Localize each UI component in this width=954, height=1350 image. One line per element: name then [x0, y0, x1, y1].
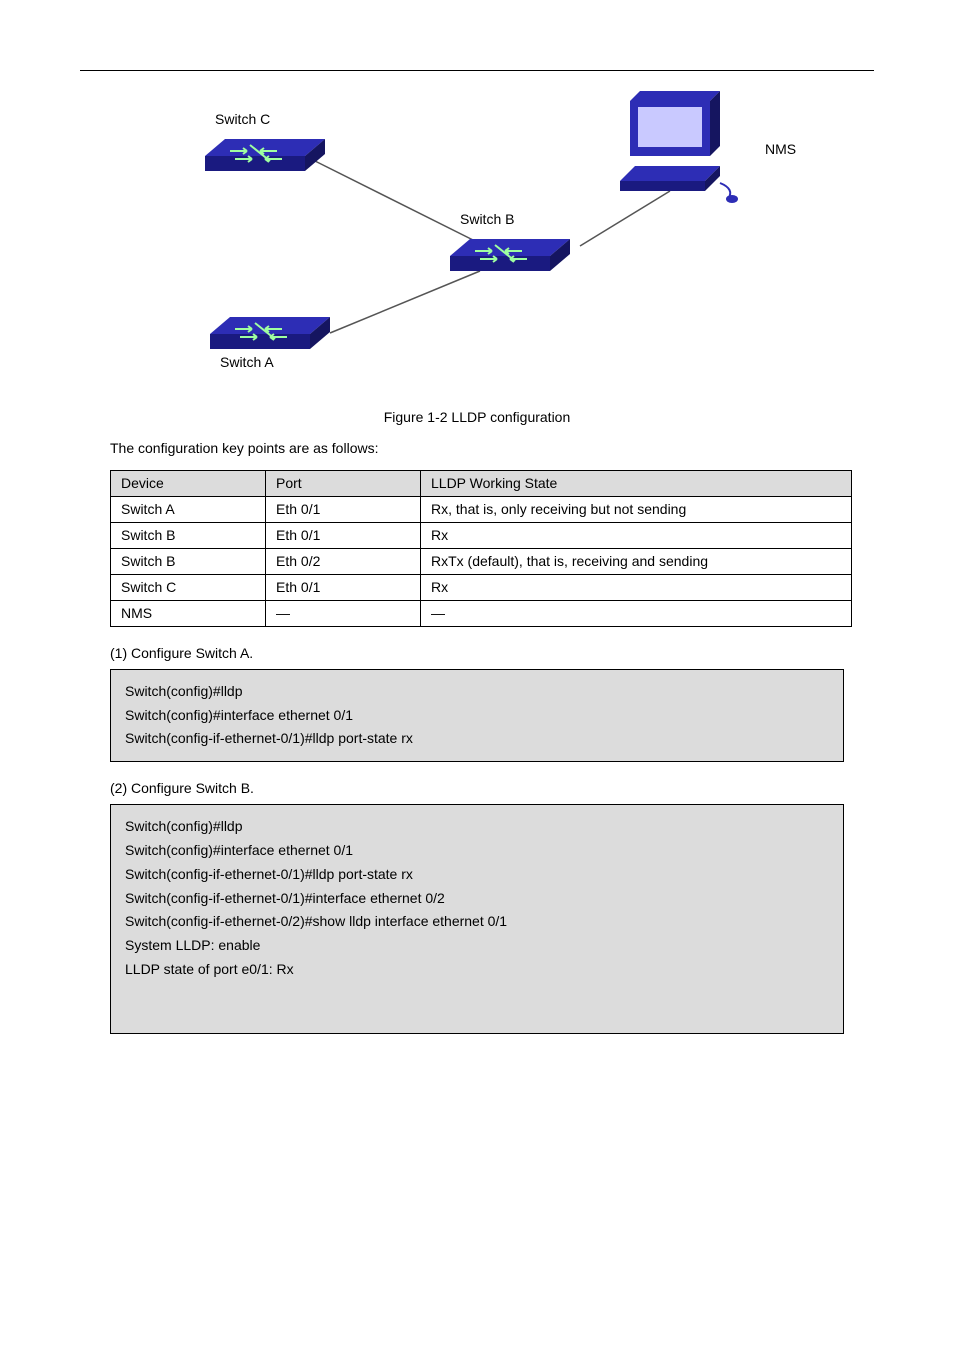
edge-b-nms [580, 191, 670, 246]
table-row: Switch B Eth 0/1 Rx [111, 522, 852, 548]
switch-c-icon [205, 139, 325, 171]
code-line: System LLDP: enable [125, 934, 829, 958]
edge-c-b [315, 161, 495, 251]
config-table: Device Port LLDP Working State Switch A … [110, 470, 852, 627]
code-line: Switch(config)#interface ethernet 0/1 [125, 704, 829, 728]
code-line: Switch(config-if-ethernet-0/1)#lldp port… [125, 727, 829, 751]
step-2-label: (2) Configure Switch B. [110, 780, 844, 796]
table-row: Switch C Eth 0/1 Rx [111, 574, 852, 600]
col-state: LLDP Working State [421, 470, 852, 496]
col-device: Device [111, 470, 266, 496]
network-diagram: Switch C Switch B Switch A NMS [80, 81, 874, 391]
table-row: NMS — — [111, 600, 852, 626]
table-header-row: Device Port LLDP Working State [111, 470, 852, 496]
step-1-code: Switch(config)#lldp Switch(config)#inter… [110, 669, 844, 762]
code-line: Switch(config-if-ethernet-0/1)#interface… [125, 887, 829, 911]
label-switch-a: Switch A [220, 354, 274, 370]
label-switch-c: Switch C [215, 111, 270, 127]
table-row: Switch B Eth 0/2 RxTx (default), that is… [111, 548, 852, 574]
figure-caption: Figure 1-2 LLDP configuration [0, 409, 954, 425]
label-switch-b: Switch B [460, 211, 514, 227]
step-2-code: Switch(config)#lldp Switch(config)#inter… [110, 804, 844, 1034]
step-1-label: (1) Configure Switch A. [110, 645, 844, 661]
diagram-svg [80, 81, 874, 391]
code-line: Switch(config)#interface ethernet 0/1 [125, 839, 829, 863]
label-nms: NMS [765, 141, 796, 157]
code-line: Switch(config)#lldp [125, 815, 829, 839]
col-port: Port [266, 470, 421, 496]
header-rule [80, 70, 874, 71]
code-line: Switch(config-if-ethernet-0/2)#show lldp… [125, 910, 829, 934]
code-line: LLDP state of port e0/1: Rx [125, 958, 829, 982]
table-row: Switch A Eth 0/1 Rx, that is, only recei… [111, 496, 852, 522]
code-line: Switch(config-if-ethernet-0/1)#lldp port… [125, 863, 829, 887]
intro-paragraph: The configuration key points are as foll… [110, 439, 844, 458]
code-line: Switch(config)#lldp [125, 680, 829, 704]
switch-a-icon [210, 317, 330, 349]
switch-b-icon [450, 239, 570, 271]
edge-a-b [330, 271, 480, 333]
nms-icon [620, 91, 738, 203]
